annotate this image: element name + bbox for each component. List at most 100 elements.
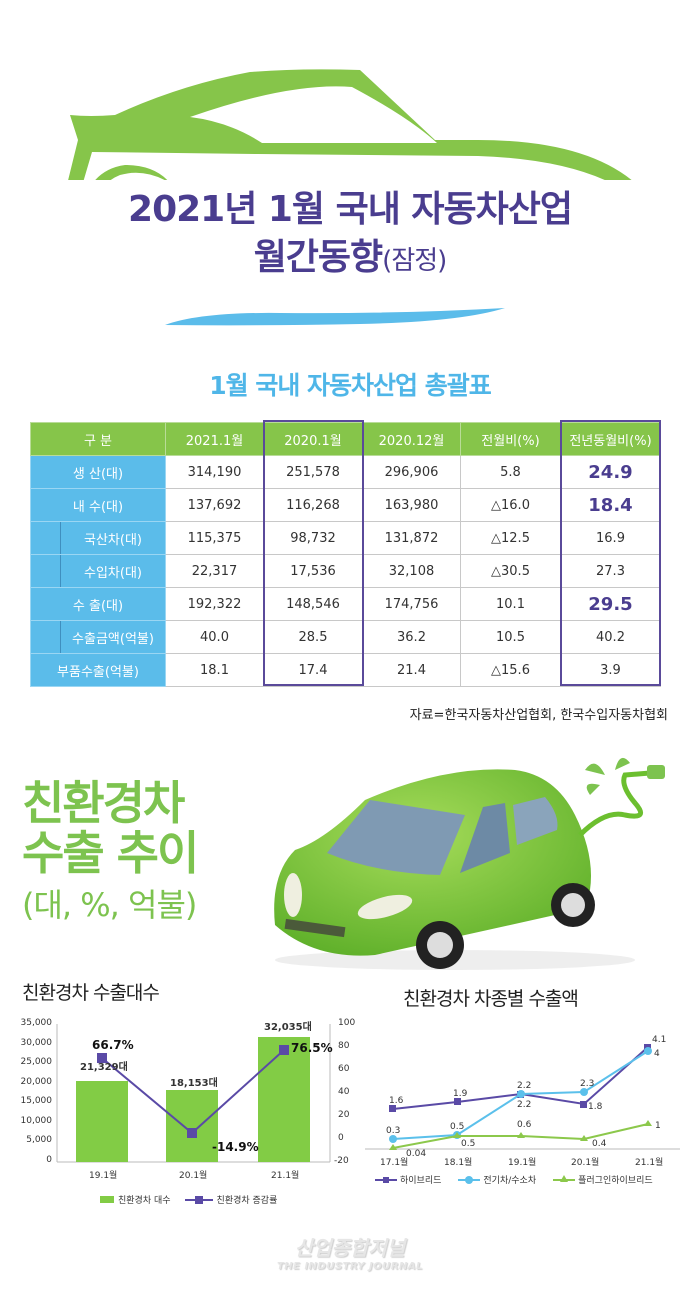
table-row-domestic: 내 수(대) 137,692 116,268 163,980 △16.0 18.… — [30, 488, 661, 522]
cell-highlight: 29.5 — [560, 587, 661, 621]
rate-label: -14.9% — [212, 1140, 259, 1154]
x-tick: 18.1월 — [444, 1158, 473, 1168]
legend-item: 플러그인하이브리드 — [578, 1176, 653, 1186]
cell: 3.9 — [560, 653, 661, 687]
eco-title-line2: 수출 추이 — [22, 826, 199, 880]
bar-label: 21,329대 — [80, 1062, 128, 1073]
cell: 10.5 — [460, 620, 561, 654]
eco-section-units: (대, %, 억불) — [22, 886, 197, 924]
row-label: 생 산(대) — [30, 455, 166, 489]
y-left-tick: 5,000 — [26, 1135, 52, 1145]
cell: 40.0 — [165, 620, 264, 654]
col-header-2021-01: 2021.1월 — [165, 422, 264, 456]
point-label: 0.6 — [517, 1120, 532, 1130]
x-tick: 19.1월 — [508, 1158, 537, 1168]
car-outline-graphic — [68, 69, 632, 180]
cell: 27.3 — [560, 554, 661, 588]
cell: △15.6 — [460, 653, 561, 687]
cell: 314,190 — [165, 455, 264, 489]
chart2-legend: 하이브리드 전기차/수소차 플러그인하이브리드 — [375, 1173, 653, 1186]
blue-swoosh-divider — [165, 308, 505, 326]
chart1-plot — [56, 1024, 331, 1163]
legend-item: 친환경차 증감률 — [216, 1196, 278, 1206]
cell-highlight: 24.9 — [560, 455, 661, 489]
cell: 98,732 — [263, 521, 363, 555]
legend-line-square-icon — [184, 1195, 213, 1204]
table-row-parts-export: 부품수출(억불) 18.1 17.4 21.4 △15.6 3.9 — [30, 653, 661, 687]
publisher-watermark: 산업종합저널 THE INDUSTRY JOURNAL — [0, 1232, 700, 1272]
cell: 36.2 — [362, 620, 461, 654]
cell: 115,375 — [165, 521, 264, 555]
x-tick: 19.1월 — [89, 1171, 118, 1181]
y-left-tick: 35,000 — [20, 1018, 53, 1028]
col-header-2020-12: 2020.12월 — [362, 422, 461, 456]
cell: 16.9 — [560, 521, 661, 555]
y-left-tick: 20,000 — [20, 1077, 53, 1087]
table-row-production: 생 산(대) 314,190 251,578 296,906 5.8 24.9 — [30, 455, 661, 489]
cell: 116,268 — [263, 488, 363, 522]
green-electric-car-illustration — [274, 757, 665, 970]
point-label: 0.4 — [592, 1139, 607, 1149]
cell: 192,322 — [165, 587, 264, 621]
y-right-tick: 0 — [338, 1133, 344, 1143]
legend-triangle-marker-icon — [553, 1174, 576, 1182]
y-left-tick: 15,000 — [20, 1096, 53, 1106]
y-right-tick: 80 — [338, 1041, 350, 1051]
chart2-title: 친환경차 차종별 수출액 — [403, 988, 579, 1010]
y-right-tick: 100 — [338, 1018, 356, 1028]
bar-label: 18,153대 — [170, 1078, 218, 1089]
cell-highlight: 18.4 — [560, 488, 661, 522]
cell: 22,317 — [165, 554, 264, 588]
point-label: 4 — [654, 1049, 660, 1059]
chart1-legend: 친환경차 대수 친환경차 증감률 — [100, 1193, 277, 1206]
rate-label: 76.5% — [291, 1041, 333, 1055]
point-label: 1.6 — [389, 1096, 404, 1106]
cell: 40.2 — [560, 620, 661, 654]
bar-label: 32,035대 — [264, 1022, 312, 1033]
cell: 21.4 — [362, 653, 461, 687]
page-subtitle: 월간동향(잠정) — [0, 228, 700, 280]
row-label: 수출금액(억불) — [60, 620, 166, 654]
chart2: 1.6 1.9 2.2 1.8 4.1 0.3 0.5 2.2 2.3 4 0.… — [360, 1020, 700, 1200]
row-label: 수입차(대) — [60, 554, 166, 588]
point-label: 2.3 — [580, 1079, 595, 1089]
point-label: 2.2 — [517, 1100, 532, 1110]
x-tick: 17.1월 — [380, 1158, 409, 1168]
point-label: 0.3 — [386, 1126, 401, 1136]
x-tick: 20.1월 — [179, 1171, 208, 1181]
eco-section-title: 친환경차 수출 추이 — [22, 778, 199, 880]
chart1-title: 친환경차 수출대수 — [22, 982, 160, 1004]
point-label: 1.9 — [453, 1089, 468, 1099]
legend-square-marker-icon — [375, 1176, 397, 1183]
point-label: 0.5 — [450, 1122, 465, 1132]
indent-cell — [30, 521, 61, 555]
cell: 137,692 — [165, 488, 264, 522]
cell: △12.5 — [460, 521, 561, 555]
legend-item: 전기차/수소차 — [483, 1176, 537, 1186]
x-tick: 21.1월 — [635, 1158, 664, 1168]
source-note: 자료=한국자동차산업협회, 한국수입자동차협회 — [409, 708, 668, 723]
table-row-domestic-brand: 국산차(대) 115,375 98,732 131,872 △12.5 16.9 — [30, 521, 661, 555]
cell: 5.8 — [460, 455, 561, 489]
table-row-export-amount: 수출금액(억불) 40.0 28.5 36.2 10.5 40.2 — [30, 620, 661, 654]
y-right-tick: 20 — [338, 1110, 350, 1120]
point-label: 2.2 — [517, 1081, 532, 1091]
row-label: 내 수(대) — [30, 488, 166, 522]
y-right-tick: 40 — [338, 1087, 350, 1097]
legend-circle-marker-icon — [458, 1175, 481, 1184]
watermark-english: THE INDUSTRY JOURNAL — [276, 1261, 424, 1272]
row-label: 국산차(대) — [60, 521, 166, 555]
cell: 32,108 — [362, 554, 461, 588]
cell: 131,872 — [362, 521, 461, 555]
legend-item: 친환경차 대수 — [118, 1196, 171, 1206]
y-right-tick: 60 — [338, 1064, 350, 1074]
x-tick: 21.1월 — [271, 1171, 300, 1181]
y-left-tick: 10,000 — [20, 1116, 53, 1126]
cell: 296,906 — [362, 455, 461, 489]
cell: 17.4 — [263, 653, 363, 687]
cell: △16.0 — [460, 488, 561, 522]
cell: 28.5 — [263, 620, 363, 654]
point-label: 4.1 — [652, 1035, 667, 1045]
point-label: 0.5 — [461, 1139, 476, 1149]
rate-label: 66.7% — [92, 1038, 134, 1052]
